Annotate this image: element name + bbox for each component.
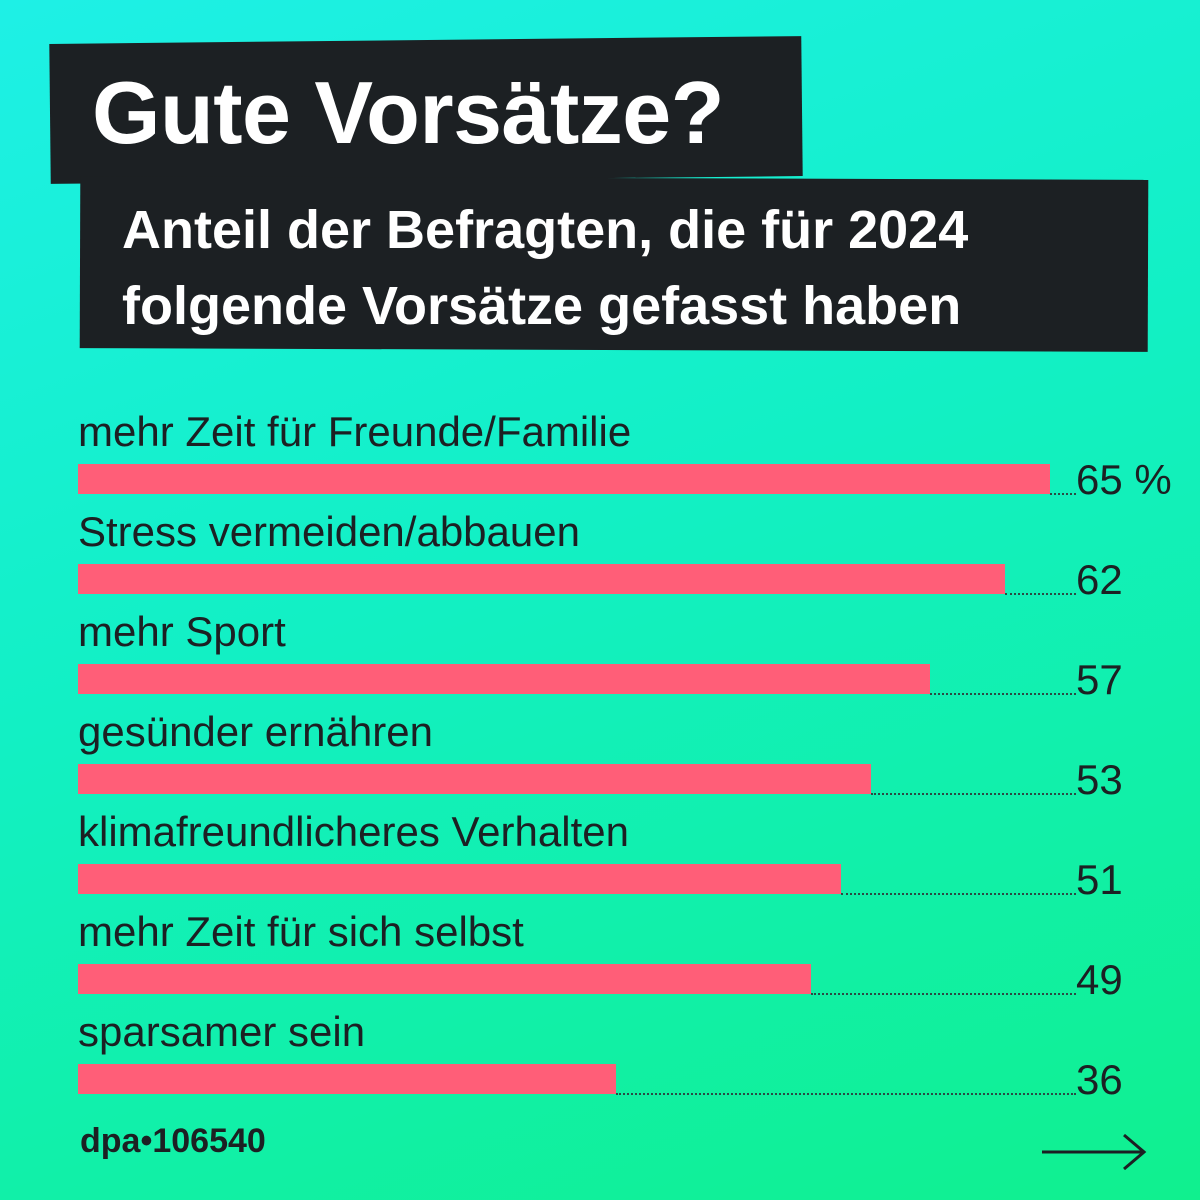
source-credit: dpa•106540 — [80, 1122, 266, 1160]
bar — [78, 1064, 616, 1094]
leader-line — [1005, 593, 1076, 595]
bar — [78, 764, 871, 794]
category-label: sparsamer sein — [78, 1008, 366, 1055]
value-label: 62 — [1076, 556, 1123, 603]
leader-line — [616, 1093, 1076, 1095]
category-label: mehr Zeit für sich selbst — [78, 908, 524, 955]
category-label: mehr Sport — [78, 608, 286, 655]
subtitle-line-2: folgende Vorsätze gefasst haben — [122, 276, 962, 336]
bar — [78, 664, 930, 694]
value-label: 49 — [1076, 956, 1123, 1003]
bar — [78, 464, 1050, 494]
value-label: 53 — [1076, 756, 1123, 803]
value-label: 65 % — [1076, 456, 1172, 503]
category-label: klimafreundlicheres Verhalten — [78, 808, 629, 855]
subtitle-line-1: Anteil der Befragten, die für 2024 — [122, 200, 969, 260]
value-label: 36 — [1076, 1056, 1123, 1103]
leader-line — [811, 993, 1076, 995]
leader-line — [1050, 493, 1076, 495]
leader-line — [930, 693, 1076, 695]
leader-line — [841, 893, 1076, 895]
arrow-right-icon[interactable] — [1040, 1130, 1150, 1170]
bar — [78, 964, 811, 994]
chart-title: Gute Vorsätze? — [92, 63, 724, 162]
value-label: 57 — [1076, 656, 1123, 703]
bar — [78, 564, 1005, 594]
leader-line — [871, 793, 1076, 795]
category-label: mehr Zeit für Freunde/Familie — [78, 408, 632, 455]
chart-subtitle: Anteil der Befragten, die für 2024 folge… — [122, 192, 968, 344]
value-label: 51 — [1076, 856, 1123, 903]
category-label: gesünder ernähren — [78, 708, 433, 755]
bar — [78, 864, 841, 894]
category-label: Stress vermeiden/abbauen — [78, 508, 580, 555]
